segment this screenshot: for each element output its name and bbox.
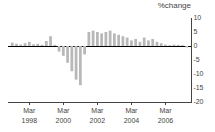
svg-text:Mar2000: Mar2000 <box>56 107 72 123</box>
svg-text:-20: -20 <box>193 98 203 105</box>
svg-text:-10: -10 <box>193 70 203 77</box>
svg-text:%change: %change <box>158 1 192 10</box>
svg-text:5: 5 <box>193 28 197 35</box>
svg-text:10: 10 <box>193 14 201 21</box>
svg-text:0: 0 <box>193 42 197 49</box>
svg-text:Mar2002: Mar2002 <box>90 107 106 123</box>
svg-text:Mar2006: Mar2006 <box>158 107 174 123</box>
svg-text:Mar1998: Mar1998 <box>21 107 37 123</box>
svg-text:-5: -5 <box>193 56 199 63</box>
svg-text:-15: -15 <box>193 84 203 91</box>
svg-text:Mar2004: Mar2004 <box>124 107 140 123</box>
